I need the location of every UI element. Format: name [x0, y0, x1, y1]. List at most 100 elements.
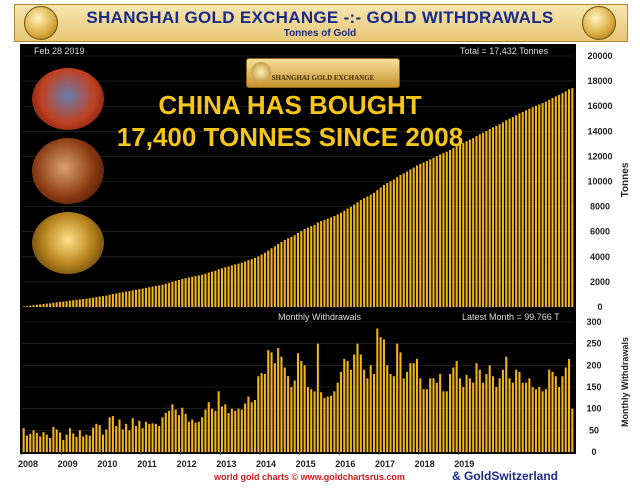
cumulative-bars: [22, 88, 574, 308]
total-label: Total = 17,432 Tonnes: [460, 46, 549, 56]
cumulative-bar: [287, 238, 290, 307]
monthly-bar: [101, 434, 105, 452]
cumulative-bar: [128, 291, 131, 307]
top-y-tick-label: 0: [597, 302, 602, 312]
x-tick-label: 2010: [97, 459, 117, 469]
monthly-bar: [168, 410, 171, 452]
cumulative-bar: [548, 99, 551, 307]
monthly-bar: [303, 365, 306, 452]
monthly-bar: [75, 436, 78, 452]
cumulative-bar: [25, 306, 28, 307]
monthly-bar: [300, 361, 303, 452]
cumulative-bar: [363, 198, 366, 307]
monthly-bar: [201, 417, 204, 452]
monthly-bar: [144, 421, 147, 452]
monthly-bar: [571, 408, 574, 452]
cumulative-bar: [72, 300, 75, 307]
monthly-bar: [111, 416, 114, 452]
monthly-bar: [184, 413, 187, 452]
date-label: Feb 28 2019: [34, 46, 85, 56]
bottom-y-tick-label: 0: [591, 447, 596, 457]
top-y-tick-label: 12000: [587, 151, 612, 161]
x-tick-label: 2016: [335, 459, 355, 469]
cumulative-bar: [197, 275, 200, 307]
monthly-bar: [568, 358, 571, 452]
cumulative-bar: [521, 111, 524, 307]
monthly-bar: [283, 367, 286, 452]
cumulative-bar: [88, 298, 91, 307]
monthly-bar: [141, 428, 144, 452]
cumulative-bar: [260, 254, 263, 307]
monthly-bar: [296, 353, 300, 452]
bottom-y-tick-label: 200: [586, 360, 601, 370]
monthly-bar: [412, 363, 415, 452]
cumulative-bar: [131, 290, 134, 307]
bottom-y-tick-labels: 0 50 100 150 200 250 300: [586, 317, 601, 457]
cumulative-bar: [505, 120, 508, 307]
cumulative-bar: [290, 236, 293, 307]
monthly-bar: [534, 389, 538, 452]
top-y-tick-label: 8000: [590, 202, 610, 212]
top-y-tick-label: 6000: [590, 227, 610, 237]
monthly-bar: [88, 435, 91, 452]
cumulative-bar: [488, 129, 491, 307]
monthly-bar: [55, 429, 58, 452]
monthly-bar: [369, 365, 372, 452]
cumulative-bar: [369, 194, 372, 307]
monthly-bar: [135, 426, 138, 452]
x-tick-label: 2013: [216, 459, 236, 469]
footer-credit-right: & GoldSwitzerland: [452, 469, 559, 483]
monthly-bar: [247, 396, 250, 452]
monthly-bar: [551, 371, 554, 452]
cumulative-bar: [244, 261, 247, 307]
monthly-bar: [164, 413, 167, 452]
cumulative-bar: [485, 130, 488, 307]
monthly-bar: [49, 438, 52, 452]
cumulative-bar: [101, 296, 105, 307]
cumulative-bar: [482, 132, 485, 307]
top-gridlines: [22, 55, 574, 308]
cumulative-bar: [379, 187, 382, 307]
monthly-bar: [35, 432, 38, 452]
monthly-bar: [174, 409, 177, 452]
monthly-bar: [511, 382, 514, 452]
headline-line-2: 17,400 TONNES SINCE 2008: [116, 122, 464, 152]
cumulative-bar: [181, 279, 184, 307]
cumulative-bar: [49, 303, 52, 307]
sge-logo: SHANGHAI GOLD EXCHANGE: [246, 58, 400, 88]
monthly-bar: [277, 348, 280, 452]
cumulative-bar: [224, 267, 227, 307]
cumulative-bar: [435, 156, 438, 307]
cumulative-bar: [82, 299, 85, 307]
cumulative-bar: [475, 136, 478, 307]
top-y-tick-label: 18000: [587, 76, 612, 86]
monthly-bar: [217, 391, 220, 452]
cumulative-bar: [564, 91, 567, 307]
cumulative-bar: [254, 257, 257, 307]
monthly-bar: [244, 403, 247, 452]
cumulative-bar: [465, 141, 468, 307]
cumulative-bar: [42, 303, 45, 307]
monthly-bar: [260, 373, 263, 452]
cumulative-bar: [429, 159, 432, 307]
cumulative-bar: [95, 297, 98, 307]
monthly-bar: [158, 426, 161, 452]
monthly-bar: [177, 415, 181, 452]
monthly-bar: [138, 420, 141, 452]
cumulative-bar: [415, 165, 419, 307]
monthly-bar: [267, 350, 270, 452]
monthly-bar: [442, 391, 445, 452]
cumulative-bar: [525, 110, 528, 307]
monthly-bar: [128, 430, 131, 452]
cumulative-bar: [392, 179, 395, 307]
cumulative-bar: [346, 208, 349, 307]
cumulative-bar: [273, 246, 276, 307]
monthly-bar: [154, 423, 157, 452]
monthly-bar: [485, 374, 488, 452]
cumulative-bar: [293, 235, 296, 307]
monthly-bar: [191, 419, 194, 452]
cumulative-bar: [336, 214, 339, 307]
monthly-bar: [197, 421, 200, 452]
monthly-bar: [29, 433, 32, 452]
